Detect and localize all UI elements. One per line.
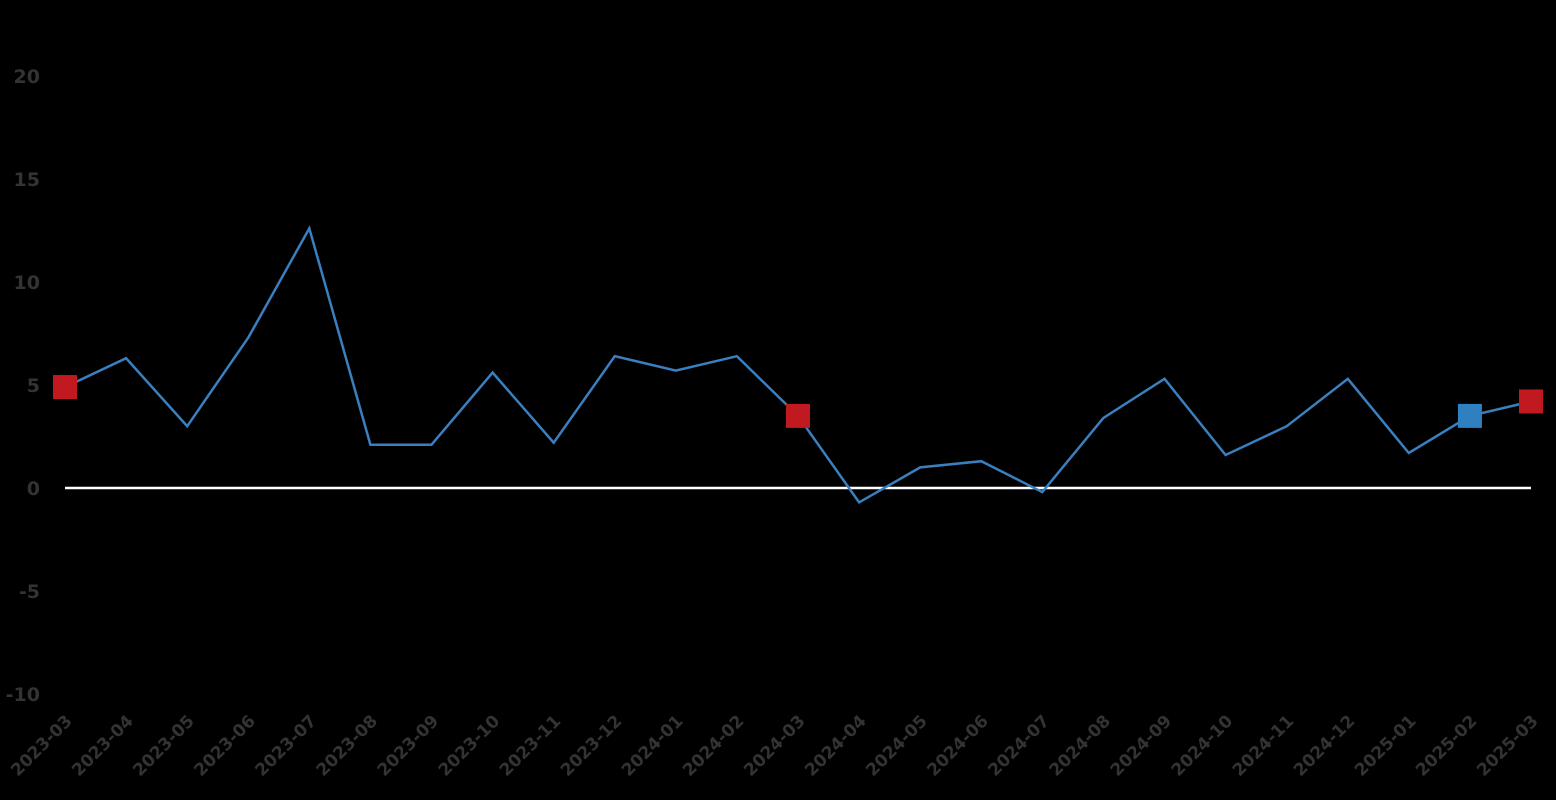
x-tick-label: 2024-02 xyxy=(679,711,748,780)
x-tick-label: 2023-11 xyxy=(496,711,565,780)
y-tick-label: -5 xyxy=(19,581,40,603)
y-tick-label: 15 xyxy=(14,169,40,191)
y-tick-label: 10 xyxy=(14,272,40,294)
x-axis-ticks: 2023-032023-042023-052023-062023-072023-… xyxy=(7,711,1542,780)
y-tick-label: 5 xyxy=(27,375,40,397)
x-tick-label: 2025-03 xyxy=(1473,711,1542,780)
y-tick-label: 20 xyxy=(14,66,40,88)
series-line xyxy=(64,225,1532,505)
x-tick-label: 2024-11 xyxy=(1229,711,1298,780)
x-tick-label: 2024-09 xyxy=(1107,711,1176,780)
x-tick-label: 2024-04 xyxy=(801,711,870,780)
x-tick-label: 2024-03 xyxy=(740,711,809,780)
y-tick-label: 0 xyxy=(27,478,40,500)
x-tick-label: 2024-07 xyxy=(985,711,1054,780)
x-tick-label: 2024-06 xyxy=(923,711,992,780)
x-tick-label: 2023-05 xyxy=(129,711,198,780)
x-tick-label: 2024-10 xyxy=(1168,711,1237,780)
y-axis-ticks: -10 -5 0 5 10 15 20 xyxy=(6,66,40,706)
x-tick-label: 2024-12 xyxy=(1290,711,1359,780)
x-tick-label: 2023-08 xyxy=(313,711,382,780)
highlight-marker xyxy=(1457,403,1482,428)
x-tick-label: 2024-08 xyxy=(1046,711,1115,780)
x-tick-label: 2024-05 xyxy=(862,711,931,780)
y-tick-label: -10 xyxy=(6,684,40,706)
highlight-marker xyxy=(786,403,810,428)
x-tick-label: 2024-01 xyxy=(618,711,687,780)
x-tick-label: 2023-12 xyxy=(557,711,626,780)
x-tick-label: 2025-02 xyxy=(1412,711,1481,780)
x-tick-label: 2023-10 xyxy=(435,711,504,780)
highlight-marker xyxy=(53,375,77,400)
x-tick-label: 2023-03 xyxy=(7,711,76,780)
x-tick-label: 2023-06 xyxy=(190,711,259,780)
series-layer xyxy=(64,225,1532,505)
highlight-marker xyxy=(1519,389,1543,414)
highlight-markers xyxy=(53,375,1543,428)
x-tick-label: 2025-01 xyxy=(1351,711,1420,780)
x-tick-label: 2023-04 xyxy=(68,711,137,780)
x-tick-label: 2023-07 xyxy=(252,711,321,780)
x-tick-label: 2023-09 xyxy=(374,711,443,780)
